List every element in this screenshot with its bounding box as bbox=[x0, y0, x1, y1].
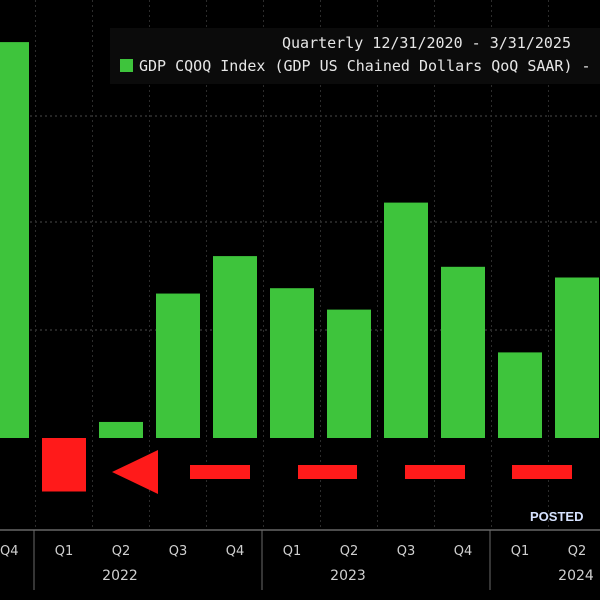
legend-swatch bbox=[120, 59, 133, 72]
legend-label: GDP CQOQ Index (GDP US Chained Dollars Q… bbox=[139, 57, 591, 75]
bar-4 bbox=[156, 293, 200, 438]
bar-6 bbox=[270, 288, 314, 438]
bar-3 bbox=[99, 421, 143, 438]
bar-2 bbox=[42, 438, 86, 492]
tick-label-1: Q4 bbox=[0, 544, 19, 559]
tick-label-2: Q1 bbox=[55, 544, 74, 559]
tick-label-8: Q3 bbox=[397, 544, 416, 559]
bars bbox=[0, 42, 599, 492]
posted-annotation: POSTED bbox=[530, 509, 584, 524]
year-label-3: 2024 bbox=[558, 568, 594, 584]
red-arrow-annotation bbox=[112, 450, 572, 494]
bar-8 bbox=[384, 202, 428, 438]
legend-box bbox=[110, 28, 600, 84]
tick-label-6: Q1 bbox=[283, 544, 302, 559]
bar-11 bbox=[555, 277, 599, 438]
chart-title: Quarterly 12/31/2020 - 3/31/2025 bbox=[282, 34, 571, 52]
tick-label-11: Q2 bbox=[568, 544, 587, 559]
grid-lines bbox=[0, 0, 600, 530]
legend-entry: GDP CQOQ Index (GDP US Chained Dollars Q… bbox=[120, 57, 591, 75]
arrow-head bbox=[112, 450, 158, 494]
tick-label-3: Q2 bbox=[112, 544, 131, 559]
bar-1 bbox=[0, 42, 29, 438]
tick-label-4: Q3 bbox=[169, 544, 188, 559]
bar-7 bbox=[327, 309, 371, 438]
tick-label-9: Q4 bbox=[454, 544, 473, 559]
tick-label-5: Q4 bbox=[226, 544, 245, 559]
bar-5 bbox=[213, 256, 257, 438]
bar-9 bbox=[441, 266, 485, 438]
tick-label-7: Q2 bbox=[340, 544, 359, 559]
arrow-dash-1 bbox=[190, 465, 250, 479]
arrow-dash-3 bbox=[405, 465, 465, 479]
year-label-1: 2022 bbox=[102, 568, 138, 584]
arrow-dash-2 bbox=[298, 465, 357, 479]
arrow-dash-4 bbox=[512, 465, 572, 479]
year-label-2: 2023 bbox=[330, 568, 366, 584]
x-axis: Q4 Q1 Q2 Q3 Q4 Q1 Q2 Q3 Q4 Q1 Q2 2022 2023 2024 bbox=[0, 529, 600, 590]
bar-10 bbox=[498, 352, 542, 438]
tick-label-10: Q1 bbox=[511, 544, 530, 559]
